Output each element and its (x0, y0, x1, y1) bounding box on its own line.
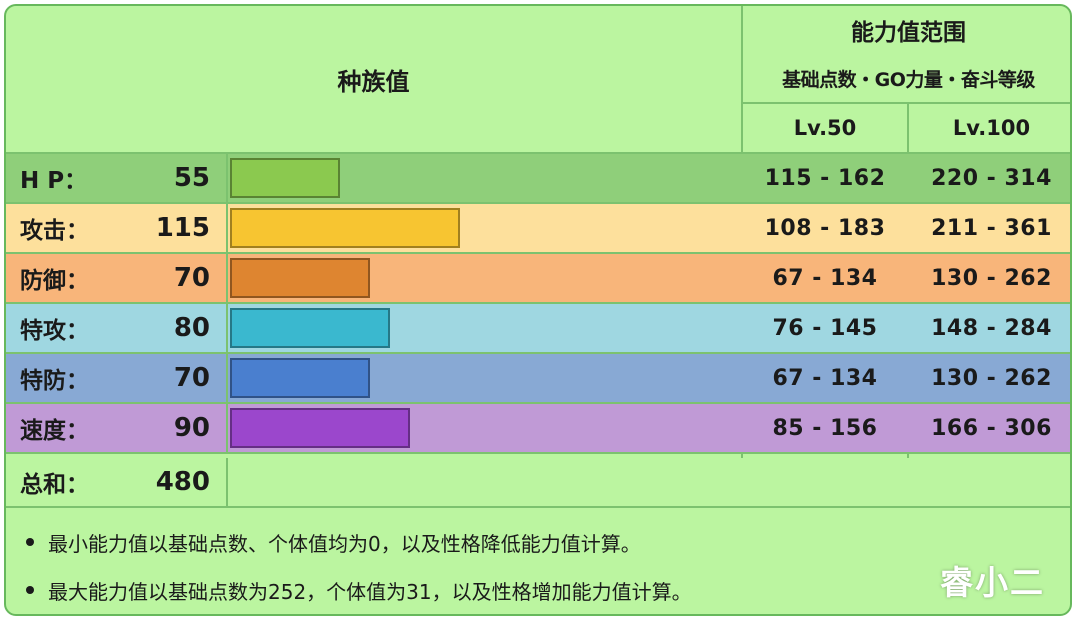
stat-value: 55 (173, 163, 210, 193)
stat-bar (230, 358, 370, 398)
lv100-header: Lv.100 (952, 116, 1031, 140)
stat-bar-cell (226, 404, 741, 452)
bullet-icon (26, 538, 34, 546)
total-row: 总和： 480 (6, 458, 1070, 508)
stat-label: H P： (20, 168, 88, 194)
stat-bar-cell (226, 304, 741, 352)
range-lv50: 115 - 162 (764, 165, 886, 191)
stat-value: 70 (173, 363, 210, 393)
total-value: 480 (155, 467, 210, 497)
stat-bar-cell (226, 154, 741, 202)
stat-label: 特防： (20, 368, 89, 394)
stat-bar-cell (226, 254, 741, 302)
range-lv100: 166 - 306 (931, 415, 1052, 441)
stat-value: 115 (155, 213, 210, 243)
notes: 最小能力值以基础点数、个体值均为0，以及性格降低能力值计算。 最大能力值以基础点… (6, 508, 1070, 614)
stat-label: 速度： (20, 418, 89, 444)
stat-value: 70 (173, 263, 210, 293)
range-lv100: 130 - 262 (931, 365, 1052, 391)
stat-row-sp-defense: 特防： 70 67 - 134 130 - 262 (6, 354, 1070, 404)
note-max-text: 最大能力值以基础点数为252，个体值为31，以及性格增加能力值计算。 (48, 579, 692, 604)
range-lv50: 108 - 183 (764, 215, 886, 241)
range-lv50: 85 - 156 (772, 415, 878, 441)
stat-bar (230, 158, 340, 198)
stat-bar (230, 408, 410, 448)
note-max: 最大能力值以基础点数为252，个体值为31，以及性格增加能力值计算。 (26, 570, 692, 610)
watermark: 睿小二 (940, 563, 1045, 602)
total-empty-cell (226, 458, 1070, 506)
stats-card: 种族值 能力值范围 基础点数・GO力量・奋斗等级 Lv.50 Lv.100 H … (4, 4, 1072, 616)
note-min: 最小能力值以基础点数、个体值均为0，以及性格降低能力值计算。 (26, 522, 641, 562)
base-stats-header: 种族值 (337, 67, 410, 96)
range-lv50: 76 - 145 (772, 315, 878, 341)
stat-range-header: 能力值范围 (851, 20, 966, 46)
stat-bar (230, 208, 460, 248)
stat-bar (230, 308, 390, 348)
stat-row-sp-attack: 特攻： 80 76 - 145 148 - 284 (6, 304, 1070, 354)
range-lv100: 211 - 361 (931, 215, 1052, 241)
stat-label: 攻击： (20, 218, 89, 244)
stat-label: 防御： (20, 268, 89, 294)
stat-row-attack: 攻击： 115 108 - 183 211 - 361 (6, 204, 1070, 254)
range-lv100: 148 - 284 (931, 315, 1052, 341)
bullet-icon (26, 586, 34, 594)
total-label: 总和： (20, 472, 89, 498)
range-lv100: 220 - 314 (931, 165, 1052, 191)
stat-value: 80 (173, 313, 210, 343)
stat-bar (230, 258, 370, 298)
stat-row-hp: H P： 55 115 - 162 220 - 314 (6, 154, 1070, 204)
stat-value: 90 (173, 413, 210, 443)
range-lv100: 130 - 262 (931, 265, 1052, 291)
stat-row-defense: 防御： 70 67 - 134 130 - 262 (6, 254, 1070, 304)
range-lv50: 67 - 134 (772, 365, 878, 391)
lv50-header: Lv.50 (793, 116, 857, 140)
stat-label: 特攻： (20, 318, 89, 344)
range-lv50: 67 - 134 (772, 265, 878, 291)
stat-bar-cell (226, 354, 741, 402)
note-min-text: 最小能力值以基础点数、个体值均为0，以及性格降低能力值计算。 (48, 531, 641, 556)
stat-bar-cell (226, 204, 741, 252)
stat-range-subtitle: 基础点数・GO力量・奋斗等级 (782, 68, 1035, 91)
stat-row-speed: 速度： 90 85 - 156 166 - 306 (6, 404, 1070, 454)
